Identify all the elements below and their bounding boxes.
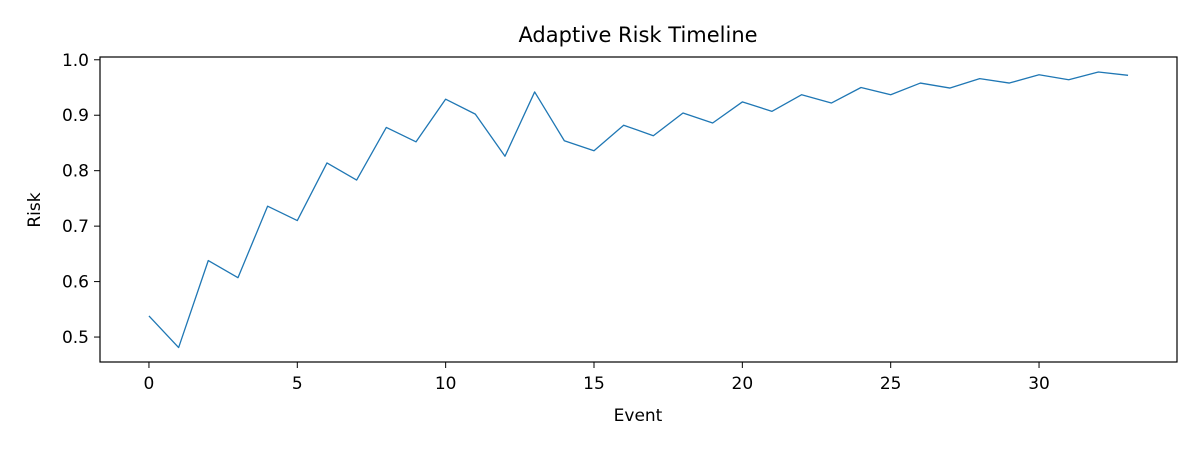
data-point: [147, 314, 150, 317]
data-point: [1097, 70, 1100, 73]
data-point: [889, 93, 892, 96]
y-tick-label: 0.6: [62, 273, 89, 293]
data-point: [207, 259, 210, 262]
data-point: [1038, 73, 1041, 76]
data-point: [236, 276, 239, 279]
series-line: [148, 71, 1129, 349]
x-tick-label: 20: [732, 374, 754, 394]
data-point: [771, 110, 774, 113]
y-axis: 0.5 0.6 0.7 0.8 0.9 1.0: [62, 51, 100, 348]
data-point: [414, 140, 417, 143]
x-tick-label: 30: [1028, 374, 1050, 394]
data-point: [1067, 78, 1070, 81]
y-axis-label: Risk: [25, 192, 45, 227]
data-point: [978, 77, 981, 80]
x-axis: 0 5 10 15 20 25 30: [144, 362, 1050, 394]
data-point: [296, 219, 299, 222]
data-point: [652, 134, 655, 137]
data-point: [949, 87, 952, 90]
data-point: [622, 124, 625, 127]
x-tick-label: 10: [435, 374, 457, 394]
y-tick-label: 0.9: [62, 106, 89, 126]
data-point: [385, 126, 388, 129]
y-tick-label: 0.7: [62, 217, 89, 237]
chart-title: Adaptive Risk Timeline: [518, 23, 757, 47]
data-point: [1008, 82, 1011, 85]
y-tick-label: 0.8: [62, 162, 89, 182]
data-point: [830, 102, 833, 105]
data-point: [1127, 74, 1130, 77]
data-point: [741, 100, 744, 103]
x-tick-label: 0: [144, 374, 155, 394]
data-point: [711, 121, 714, 124]
data-point: [563, 139, 566, 142]
data-point: [860, 86, 863, 89]
x-tick-label: 5: [292, 374, 303, 394]
x-tick-label: 25: [880, 374, 902, 394]
data-point: [266, 205, 269, 208]
data-point: [177, 346, 180, 349]
data-point: [444, 98, 447, 101]
data-point: [800, 93, 803, 96]
plot-area: [147, 70, 1130, 349]
data-point: [593, 149, 596, 152]
plot-frame: [99, 56, 1178, 363]
data-point: [919, 82, 922, 85]
data-point: [533, 90, 536, 93]
data-point: [474, 113, 477, 116]
data-point: [325, 161, 328, 164]
data-point: [503, 155, 506, 158]
data-point: [355, 179, 358, 182]
y-tick-label: 1.0: [62, 51, 89, 71]
x-tick-label: 15: [583, 374, 605, 394]
y-tick-label: 0.5: [62, 328, 89, 348]
data-point: [682, 112, 685, 115]
x-axis-label: Event: [614, 406, 663, 426]
